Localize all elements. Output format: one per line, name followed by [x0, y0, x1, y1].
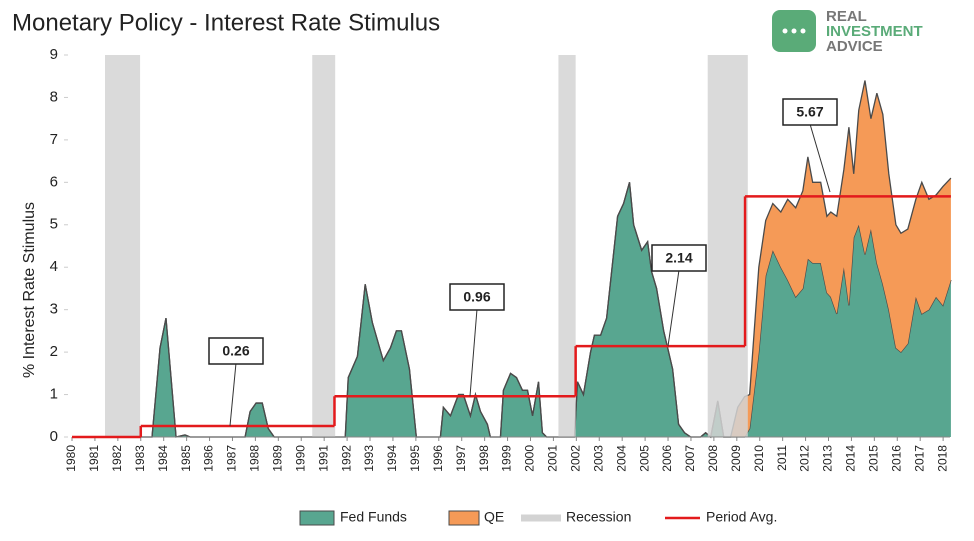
logo-dot	[782, 28, 788, 34]
x-tick-label: 1980	[64, 445, 78, 472]
callout-box	[651, 244, 707, 272]
x-tick-label: 1982	[110, 445, 124, 472]
callout-label: 0.26	[222, 343, 249, 359]
x-tick-label: 1986	[202, 445, 216, 472]
y-tick-label: 3	[50, 301, 58, 318]
legend-label: Recession	[566, 509, 631, 525]
logo-dot	[791, 28, 797, 34]
x-tick-label: 1998	[477, 445, 491, 472]
x-tick-label: 1988	[248, 445, 262, 472]
y-tick-label: 6	[50, 173, 58, 190]
callout-label: 0.96	[463, 289, 490, 305]
x-tick-label: 1985	[179, 445, 193, 472]
x-tick-label: 1993	[362, 445, 376, 472]
recession-band	[707, 55, 748, 437]
callout-leader	[809, 123, 831, 193]
y-tick-label: 9	[50, 46, 58, 63]
x-tick-label: 2000	[523, 445, 537, 472]
x-tick-label: 1990	[293, 445, 307, 472]
y-tick-label: 5	[50, 216, 58, 233]
x-tick-label: 2015	[867, 445, 881, 472]
legend-label: QE	[484, 509, 504, 525]
legend-label: Fed Funds	[340, 509, 407, 525]
x-tick-label: 2010	[752, 445, 766, 472]
callout-label: 5.67	[796, 104, 823, 120]
y-tick-label: 2	[50, 343, 58, 360]
callout-leader	[229, 362, 237, 427]
recession-band	[312, 55, 336, 437]
callout-box	[449, 283, 505, 311]
x-tick-label: 2009	[729, 445, 743, 472]
callout-label: 2.14	[665, 250, 692, 266]
x-tick-label: 2016	[889, 445, 903, 472]
x-tick-label: 1981	[87, 445, 101, 472]
x-tick-label: 2011	[775, 445, 789, 471]
logo-text: INVESTMENT	[826, 23, 923, 40]
x-tick-label: 2013	[821, 445, 835, 472]
chart-title: Monetary Policy - Interest Rate Stimulus	[12, 9, 440, 36]
x-tick-label: 1994	[385, 445, 399, 472]
y-tick-label: 7	[50, 131, 58, 148]
x-tick-label: 1987	[225, 445, 239, 472]
x-tick-label: 1997	[454, 445, 468, 472]
x-tick-label: 2004	[614, 445, 628, 472]
x-tick-label: 1983	[133, 445, 147, 472]
legend-swatch	[299, 510, 335, 526]
y-tick-label: 1	[50, 386, 58, 403]
y-tick-label: 8	[50, 88, 58, 105]
recession-band	[105, 55, 141, 437]
area-outline	[72, 80, 952, 439]
callout-leader	[667, 269, 680, 347]
callout-box	[782, 98, 838, 126]
x-tick-label: 1995	[408, 445, 422, 472]
y-axis-label: % Interest Rate Stimulus	[21, 202, 38, 378]
area	[72, 182, 951, 437]
logo-text: REAL	[826, 8, 867, 25]
logo-text: ADVICE	[826, 38, 883, 55]
x-tick-label: 2018	[935, 445, 949, 472]
legend-swatch	[448, 510, 480, 526]
x-tick-label: 2006	[660, 445, 674, 472]
x-tick-label: 1984	[156, 445, 170, 472]
x-tick-label: 1991	[316, 445, 330, 472]
recession-band	[558, 55, 576, 437]
x-tick-label: 2005	[637, 445, 651, 472]
x-tick-label: 2014	[844, 445, 858, 472]
x-tick-label: 2008	[706, 445, 720, 472]
y-tick-label: 4	[50, 258, 58, 275]
x-tick-label: 2003	[591, 445, 605, 472]
x-tick-label: 1992	[339, 445, 353, 472]
x-tick-label: 2007	[683, 445, 697, 472]
callout-leader	[469, 308, 478, 397]
callout-box	[208, 337, 264, 365]
x-tick-label: 1999	[500, 445, 514, 472]
y-tick-label: 0	[50, 428, 58, 445]
logo-dot	[800, 28, 806, 34]
area	[72, 80, 951, 437]
x-tick-label: 1989	[270, 445, 284, 472]
x-tick-label: 2002	[569, 445, 583, 472]
x-tick-label: 2001	[546, 445, 560, 472]
x-tick-label: 2017	[912, 445, 926, 472]
x-tick-label: 2012	[798, 445, 812, 472]
legend-label: Period Avg.	[706, 509, 777, 525]
x-tick-label: 1996	[431, 445, 445, 472]
